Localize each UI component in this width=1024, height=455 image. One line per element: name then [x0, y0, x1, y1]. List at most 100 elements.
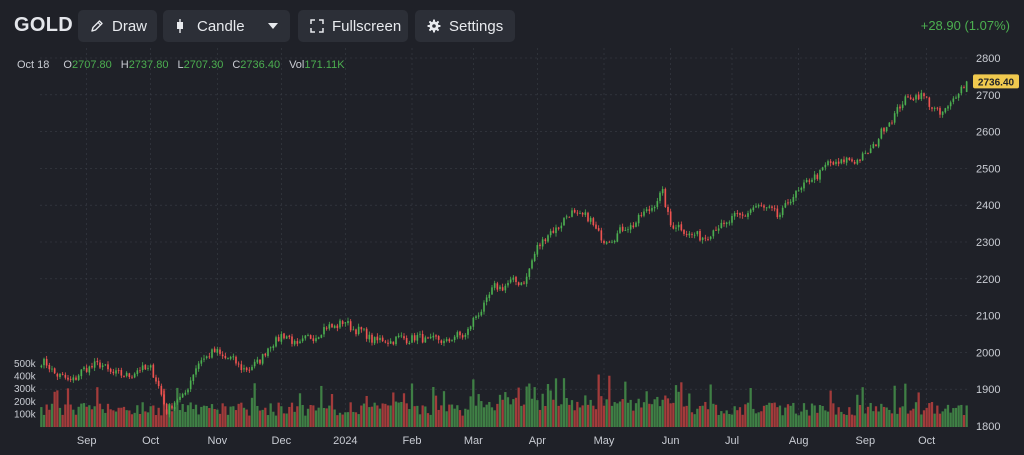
candle: [811, 177, 813, 183]
candle-body: [461, 335, 464, 338]
volume-label: Vol: [289, 59, 305, 71]
candle: [885, 126, 888, 133]
candle: [627, 226, 629, 233]
candle-body: [267, 348, 269, 356]
candle: [763, 204, 765, 211]
candle: [317, 336, 320, 340]
volume-bar: [893, 385, 896, 427]
draw-button[interactable]: Draw: [78, 10, 157, 42]
candle-body: [712, 230, 715, 237]
volume-bar: [586, 404, 590, 427]
candle: [448, 337, 451, 343]
settings-button[interactable]: Settings: [415, 10, 515, 42]
candle: [240, 360, 243, 373]
chart-type-dropdown[interactable]: Candle: [163, 10, 290, 42]
candle-body: [629, 225, 632, 230]
volume-bar: [784, 407, 787, 427]
candle: [643, 208, 645, 218]
candle: [872, 141, 875, 149]
candle-body: [291, 336, 293, 344]
close-label: C: [232, 59, 241, 71]
candle-body: [517, 282, 520, 286]
candle-body: [949, 102, 952, 107]
candle: [277, 334, 280, 342]
volume-bar: [482, 407, 486, 427]
volume-bar: [834, 414, 838, 427]
candle: [459, 330, 461, 339]
candle-body: [675, 227, 677, 229]
candle: [136, 367, 139, 377]
candle: [315, 334, 317, 343]
volume-bar: [922, 410, 926, 427]
candle: [235, 355, 237, 366]
candle-body: [936, 107, 939, 109]
candle: [499, 284, 501, 292]
candle-body: [512, 277, 515, 280]
candle-body: [125, 372, 128, 376]
candle: [957, 92, 960, 101]
volume-bar: [320, 385, 323, 427]
candle-body: [651, 208, 653, 211]
candle: [251, 364, 253, 371]
volume-bar: [805, 409, 808, 427]
candle-body: [477, 315, 480, 317]
candle: [53, 367, 56, 375]
fullscreen-button[interactable]: Fullscreen: [298, 10, 408, 42]
candle: [597, 225, 600, 232]
candle-body: [659, 192, 661, 201]
candle: [837, 157, 840, 167]
candle-body: [600, 230, 603, 241]
volume-bar: [522, 404, 526, 427]
candle-body: [877, 139, 880, 147]
volume-bar: [133, 412, 136, 427]
candle: [48, 362, 51, 373]
candle-body: [235, 356, 237, 364]
volume-bar: [709, 384, 712, 427]
volume-bar: [42, 414, 46, 427]
candle: [309, 334, 312, 340]
candle: [141, 362, 144, 373]
candle: [491, 285, 493, 295]
volume-bar: [378, 408, 382, 427]
candle-body: [381, 337, 384, 342]
time-tick-label: Oct: [918, 435, 935, 447]
volume-value: 171.11K: [304, 59, 345, 71]
volume-bar: [698, 406, 702, 427]
candle-body: [299, 341, 301, 344]
volume-bar: [189, 402, 192, 427]
candlesticks: [40, 80, 968, 418]
volume-bar: [696, 408, 699, 427]
candle-body: [389, 341, 392, 344]
price-tick-label: 2700: [976, 90, 1000, 102]
candle: [83, 365, 85, 371]
candle: [371, 332, 373, 346]
time-tick-label: Feb: [403, 435, 422, 447]
volume-bar: [317, 407, 320, 427]
volume-bar: [760, 411, 763, 427]
candle: [152, 363, 155, 379]
candle-body: [829, 161, 832, 163]
candle-body: [589, 217, 592, 222]
volume-bar: [853, 415, 856, 427]
volume-bar: [856, 394, 859, 427]
candle-body: [107, 364, 109, 370]
volume-bar: [557, 405, 560, 427]
volume-bar: [914, 402, 918, 427]
candle: [219, 347, 221, 356]
candle-body: [51, 368, 53, 370]
candle-body: [259, 359, 261, 364]
volume-bar: [464, 408, 467, 427]
candle-body: [883, 128, 885, 132]
candle: [213, 346, 216, 353]
volume-bar: [165, 409, 168, 427]
volume-bar: [74, 414, 78, 427]
candle-body: [731, 215, 733, 223]
volume-bar: [405, 403, 408, 427]
candle: [555, 224, 557, 237]
candle: [533, 251, 536, 263]
candle-body: [960, 86, 963, 94]
volume-bar: [509, 404, 512, 427]
candle: [512, 275, 515, 283]
volume-bar: [600, 396, 603, 427]
